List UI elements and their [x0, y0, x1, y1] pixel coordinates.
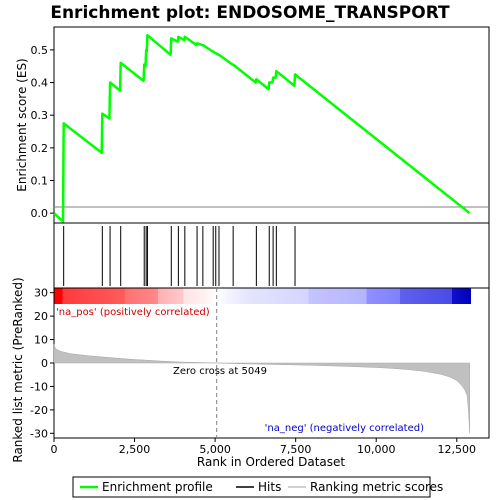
es-y-tick-label: 0.1	[31, 175, 49, 188]
legend-label-metric: Ranking metric scores	[310, 480, 443, 494]
x-tick-label: 12,500	[438, 443, 477, 456]
ranking-metric-area	[53, 344, 470, 434]
metric-y-tick-label: 30	[34, 287, 48, 300]
metric-y-ticks: -30 -20 -10 0 10 20 30	[30, 287, 54, 440]
chart-title: Enrichment plot: ENDOSOME_TRANSPORT	[50, 3, 450, 23]
metric-y-tick-label: -20	[30, 404, 48, 417]
positive-correlation-label: 'na_pos' (positively correlated)	[56, 307, 210, 318]
es-y-axis-label: Enrichment score (ES)	[15, 58, 29, 191]
metric-y-tick-label: 10	[34, 334, 48, 347]
x-tick-label: 7,500	[280, 443, 312, 456]
metric-y-tick-label: -30	[30, 427, 48, 440]
es-y-tick-label: 0.0	[31, 207, 49, 220]
es-panel-frame	[53, 26, 490, 224]
x-tick-label: 10,000	[357, 443, 396, 456]
metric-y-axis-label: Ranked list metric (PreRanked)	[11, 277, 25, 462]
legend: Enrichment profile Hits Ranking metric s…	[72, 476, 443, 498]
es-y-ticks: 0.0 0.1 0.2 0.3 0.4 0.5	[31, 44, 54, 220]
enrichment-profile-line	[53, 33, 471, 223]
x-axis-label: Rank in Ordered Dataset	[197, 455, 345, 469]
legend-label-hits: Hits	[258, 480, 281, 494]
metric-y-tick-label: 20	[34, 310, 48, 323]
metric-y-tick-label: 0	[41, 357, 48, 370]
hits-panel-frame	[53, 222, 490, 289]
x-tick-label: 0	[51, 443, 58, 456]
es-y-tick-label: 0.3	[31, 109, 49, 122]
ranked-list-colorbar	[54, 288, 471, 304]
hits-panel	[53, 222, 490, 289]
es-y-tick-label: 0.2	[31, 142, 49, 155]
legend-label-enrichment: Enrichment profile	[102, 480, 213, 494]
es-y-tick-label: 0.5	[31, 44, 49, 57]
zero-cross-label: Zero cross at 5049	[173, 366, 267, 377]
es-y-tick-label: 0.4	[31, 77, 49, 90]
metric-y-tick-label: -10	[30, 380, 48, 393]
x-tick-label: 2,500	[119, 443, 151, 456]
x-ticks: 0 2,500 5,000 7,500 10,000 12,500	[51, 438, 477, 456]
hit-lines	[63, 226, 296, 286]
x-tick-label: 5,000	[199, 443, 231, 456]
negative-correlation-label: 'na_neg' (negatively correlated)	[265, 423, 424, 434]
enrichment-score-panel: 0.0 0.1 0.2 0.3 0.4 0.5 Enrichment score (ES)	[15, 26, 490, 224]
ranked-metric-panel: -30 -20 -10 0 10 20 30 0 2,500 5,000 7,500 10,000 1…	[11, 277, 490, 469]
colorbar-strip	[54, 288, 471, 304]
